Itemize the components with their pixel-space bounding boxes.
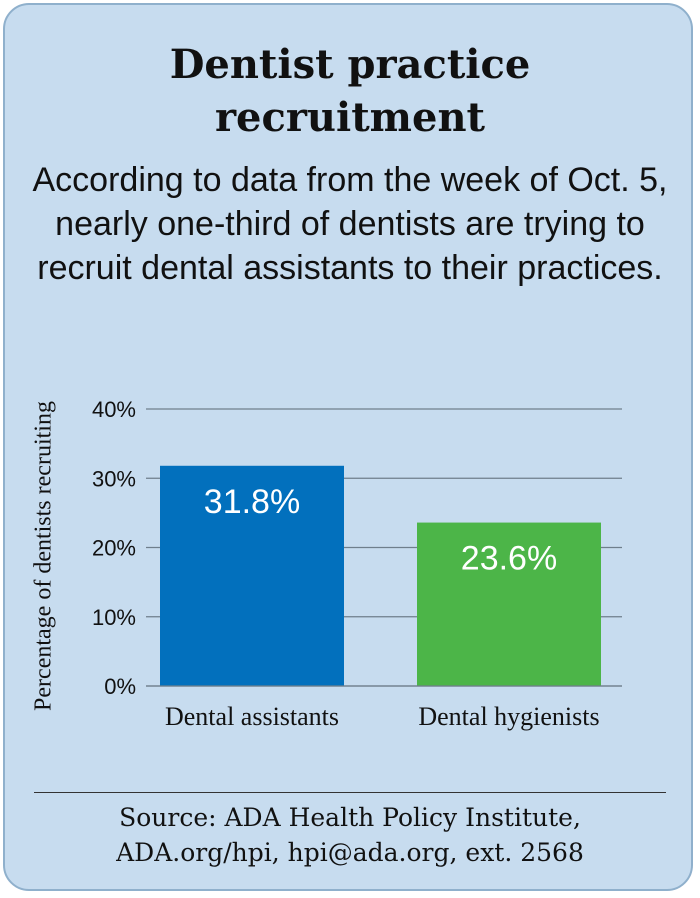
x-category-label: Dental assistants	[165, 702, 339, 731]
title-line-2: recruitment	[214, 94, 486, 141]
title-line-1: Dentist practice	[169, 41, 531, 88]
x-category-label: Dental hygienists	[418, 702, 599, 731]
bar-data-label: 31.8%	[204, 483, 300, 521]
source-line-1: Source: ADA Health Policy Institute,	[119, 803, 581, 832]
bar	[417, 522, 601, 686]
y-axis-label: Percentage of dentists recruiting	[30, 401, 57, 711]
y-tick-label: 0%	[104, 674, 136, 699]
bar-data-label: 23.6%	[461, 540, 557, 578]
source-note: Source: ADA Health Policy Institute, ADA…	[0, 800, 700, 870]
y-tick-label: 30%	[92, 466, 136, 491]
infographic-card	[3, 3, 693, 891]
source-divider	[34, 792, 666, 793]
bar	[160, 465, 344, 686]
chart-subtitle: According to data from the week of Oct. …	[32, 161, 668, 287]
y-tick-label: 10%	[92, 605, 136, 630]
y-tick-label: 20%	[92, 536, 136, 561]
y-tick-label: 40%	[92, 397, 136, 422]
chart-title: Dentist practice recruitment	[0, 38, 700, 144]
source-line-2: ADA.org/hpi, hpi@ada.org, ext. 2568	[116, 838, 584, 867]
